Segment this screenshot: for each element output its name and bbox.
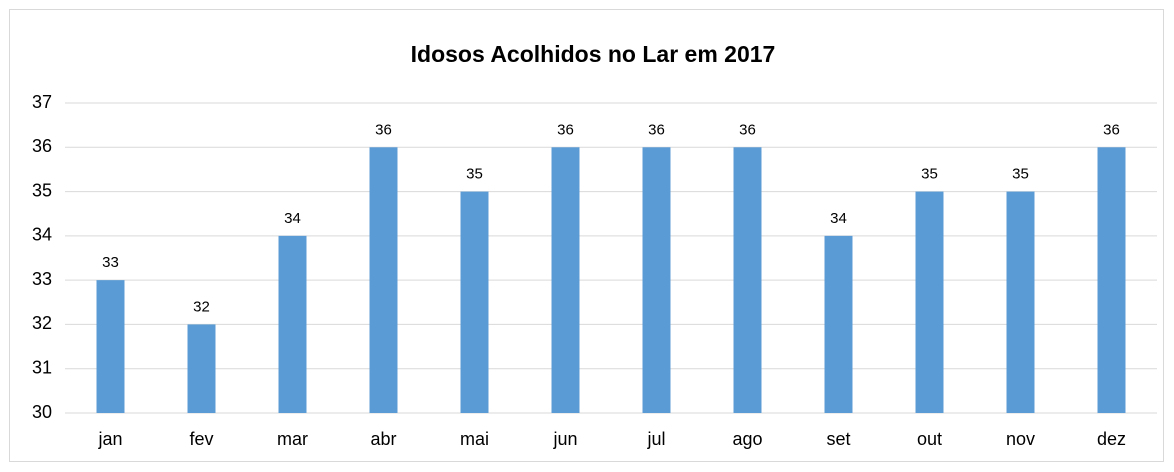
y-tick-label: 33: [32, 269, 52, 289]
data-label: 34: [830, 210, 847, 227]
y-tick-label: 35: [32, 180, 52, 200]
bar: [187, 324, 216, 413]
data-label: 36: [1103, 121, 1120, 138]
data-label: 35: [466, 166, 483, 183]
y-tick-label: 34: [32, 225, 52, 245]
y-tick-label: 32: [32, 313, 52, 333]
data-label: 35: [921, 166, 938, 183]
bar: [278, 235, 307, 413]
chart-title: Idosos Acolhidos no Lar em 2017: [411, 41, 776, 67]
y-tick-label: 30: [32, 402, 52, 422]
x-tick-label: mar: [277, 429, 308, 449]
data-label: 36: [648, 121, 665, 138]
x-tick-label: out: [917, 429, 942, 449]
x-tick-label: set: [826, 429, 850, 449]
x-tick-label: mai: [460, 429, 489, 449]
x-tick-label: jan: [97, 429, 122, 449]
bar: [824, 235, 853, 413]
x-tick-label: fev: [189, 429, 213, 449]
y-tick-label: 31: [32, 357, 52, 377]
data-label: 35: [1012, 166, 1029, 183]
y-tick-label: 37: [32, 92, 52, 112]
data-label: 36: [557, 121, 574, 138]
data-label: 36: [375, 121, 392, 138]
bar: [915, 191, 944, 413]
x-tick-label: ago: [732, 429, 762, 449]
x-tick-label: nov: [1006, 429, 1035, 449]
bar: [96, 280, 125, 413]
x-tick-label: abr: [370, 429, 396, 449]
bar: [642, 147, 671, 414]
data-label: 34: [284, 210, 301, 227]
bar: [369, 147, 398, 414]
bar: [733, 147, 762, 414]
x-tick-label: jun: [552, 429, 577, 449]
x-tick-label: jul: [646, 429, 665, 449]
data-label: 36: [739, 121, 756, 138]
data-label: 32: [193, 298, 210, 315]
bar: [551, 147, 580, 414]
data-label: 33: [102, 254, 119, 271]
bar: [1006, 191, 1035, 413]
bar: [1097, 147, 1126, 414]
bar: [460, 191, 489, 413]
y-tick-label: 36: [32, 136, 52, 156]
x-tick-label: dez: [1097, 429, 1126, 449]
